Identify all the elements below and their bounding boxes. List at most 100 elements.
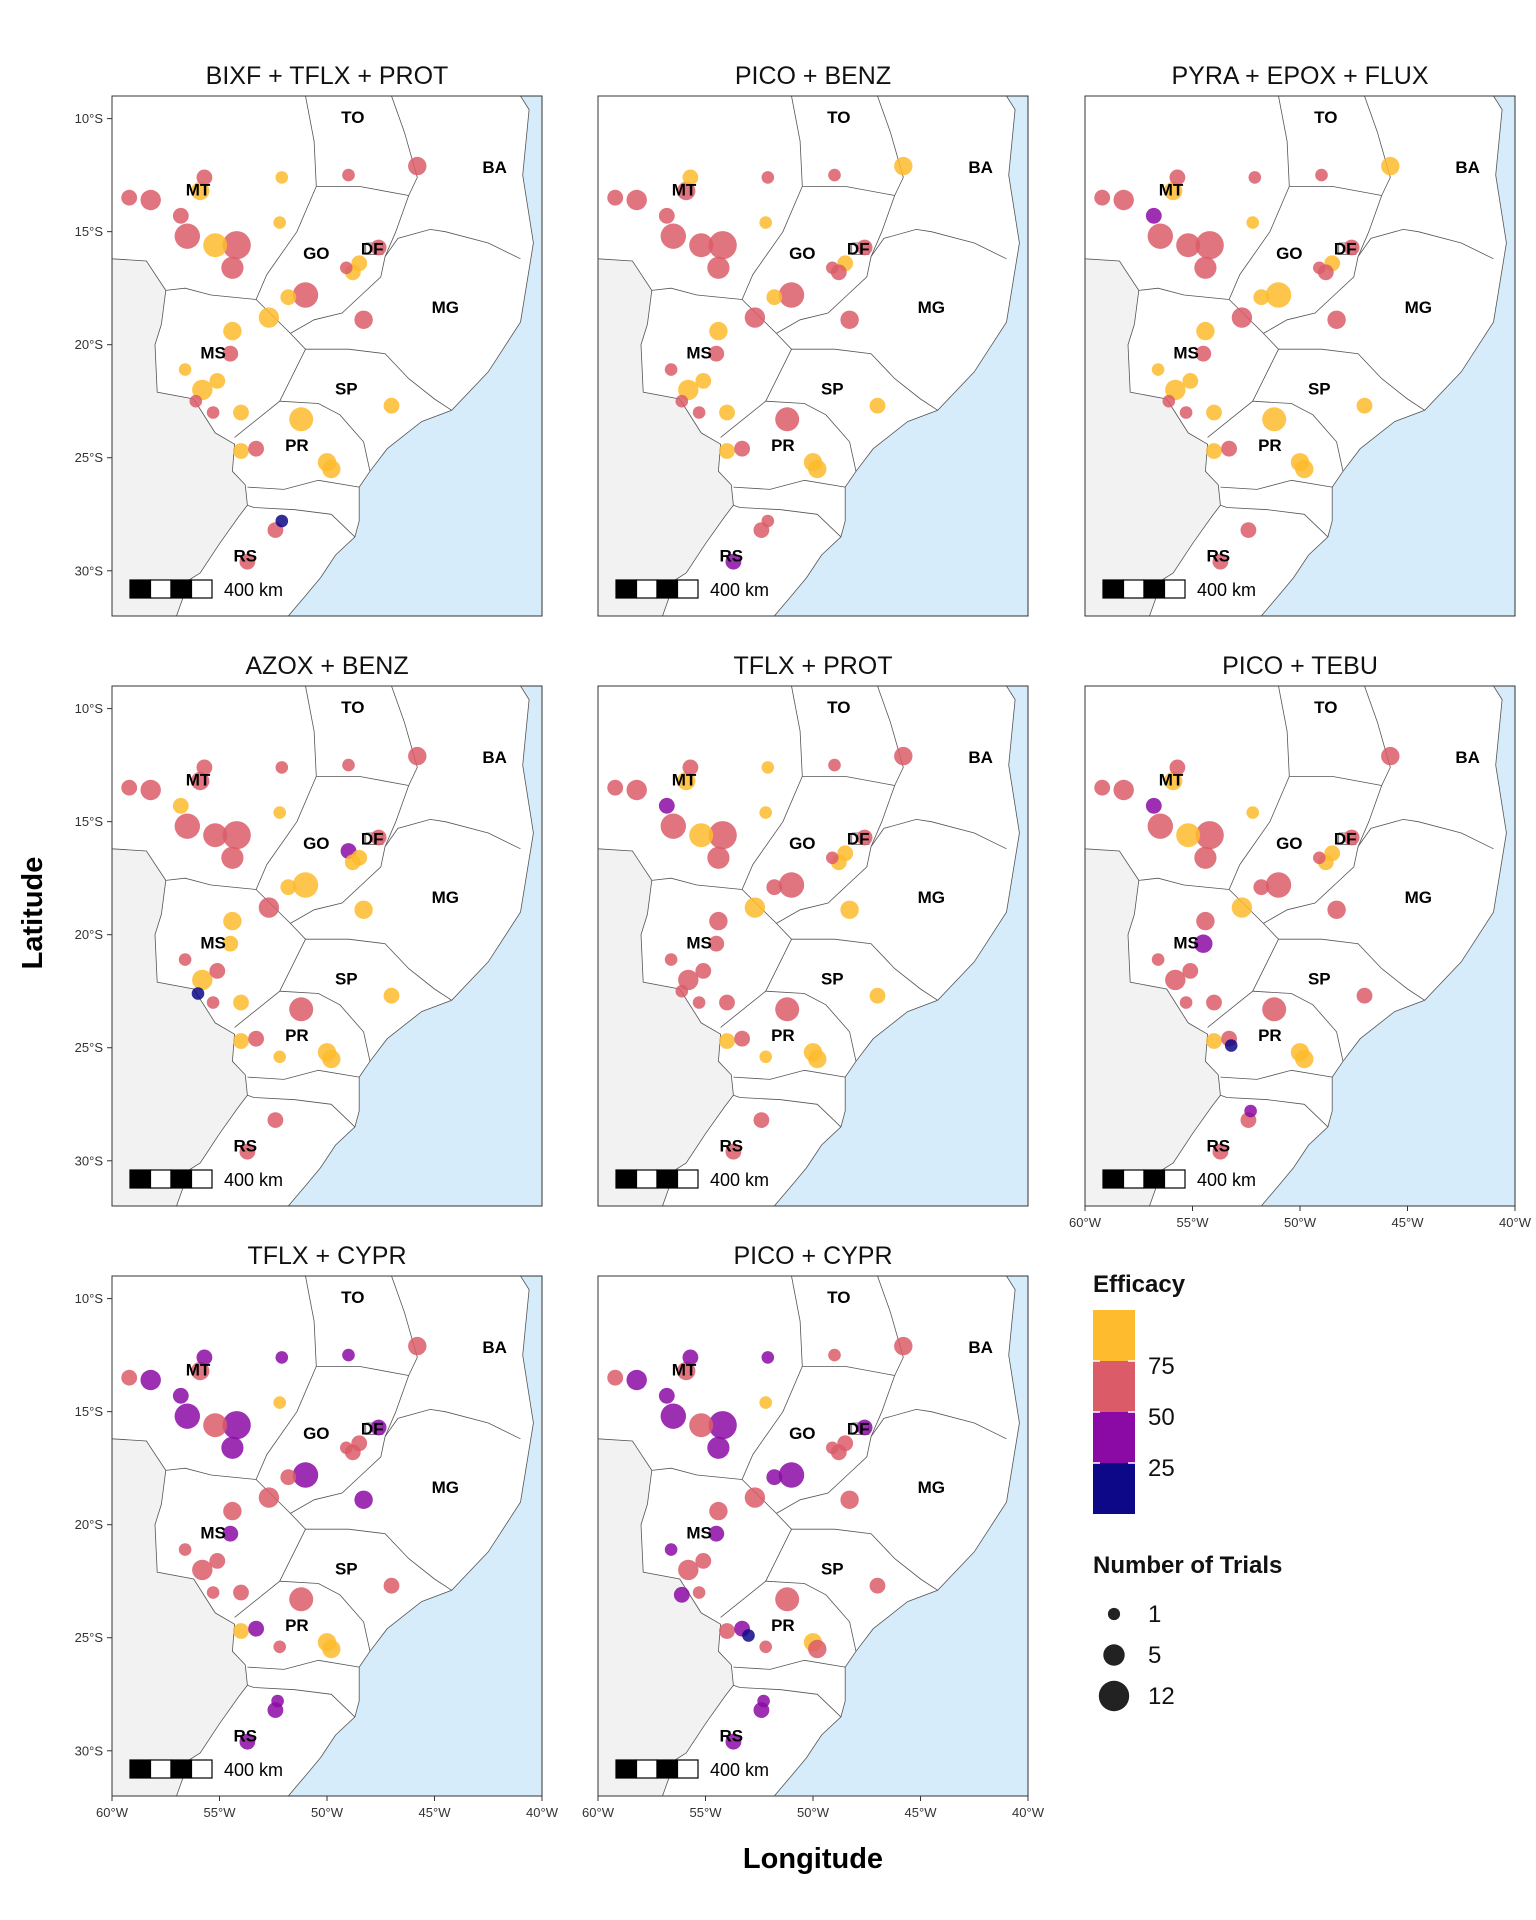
state-label: DF <box>847 829 870 848</box>
trial-point <box>626 189 647 211</box>
trial-point <box>222 1411 251 1440</box>
trial-point <box>826 851 839 865</box>
state-border <box>247 504 356 538</box>
trial-point <box>707 256 730 279</box>
trial-point <box>1162 394 1176 408</box>
x-tick-label: 45°W <box>1392 1215 1425 1230</box>
state-border <box>765 990 857 1062</box>
trial-point <box>766 879 783 896</box>
state-border <box>877 96 904 196</box>
x-tick-label: 55°W <box>690 1805 723 1820</box>
trial-point <box>121 189 138 206</box>
x-tick-label: 55°W <box>204 1805 237 1820</box>
trial-point <box>1295 1049 1314 1069</box>
trial-point <box>734 1030 750 1047</box>
state-label: DF <box>1334 829 1357 848</box>
trial-point <box>840 1490 859 1509</box>
state-border <box>1252 400 1344 472</box>
trial-point <box>856 1419 873 1436</box>
trial-point <box>1169 759 1186 776</box>
map-panel: PYRA + EPOX + FLUX TO BA MT GO DF MG MS SP PR RS 4… <box>1084 62 1516 617</box>
trial-point <box>744 1487 766 1508</box>
state-label: MT <box>186 771 211 790</box>
x-tick-label: 60°W <box>582 1805 615 1820</box>
trial-point <box>258 1487 280 1508</box>
panel-frame <box>111 95 543 617</box>
state-label: DF <box>847 239 870 258</box>
trial-point <box>221 846 244 869</box>
trial-point <box>719 404 735 421</box>
state-border <box>733 1684 842 1718</box>
ocean <box>774 96 1028 616</box>
trial-point <box>677 771 696 791</box>
trial-point <box>271 1694 284 1708</box>
state-label: MS <box>1173 343 1199 362</box>
trial-point <box>192 1559 213 1581</box>
state-label: SP <box>821 969 844 988</box>
trial-point <box>239 553 256 570</box>
trial-point <box>280 289 297 306</box>
state-label: MG <box>918 1478 945 1497</box>
y-tick-label: 25°S <box>75 450 104 465</box>
trial-point <box>1313 261 1326 275</box>
trial-point <box>222 345 239 362</box>
trial-point <box>759 1640 772 1654</box>
trial-point <box>273 1050 286 1064</box>
state-border <box>776 846 872 924</box>
colorbar-segment <box>1093 1412 1135 1463</box>
trial-point <box>196 1349 213 1366</box>
trial-point <box>1113 189 1134 211</box>
trial-point <box>664 363 678 376</box>
state-label: BA <box>1455 748 1480 767</box>
trial-point <box>342 758 355 772</box>
trial-point <box>354 900 373 919</box>
trial-point <box>734 440 750 457</box>
trial-point <box>1196 321 1215 341</box>
trial-point <box>275 171 289 184</box>
trial-point <box>209 1553 226 1569</box>
trial-point <box>708 821 737 850</box>
trial-point <box>203 1413 228 1438</box>
trial-point <box>1094 779 1111 796</box>
trials-size-swatch <box>1103 1644 1125 1666</box>
state-label: MG <box>1405 888 1432 907</box>
state-border <box>391 96 418 196</box>
trial-point <box>1313 851 1326 865</box>
state-border <box>279 990 371 1062</box>
trial-point <box>1356 987 1373 1004</box>
state-border <box>1220 479 1333 490</box>
state-label: MT <box>1159 181 1184 200</box>
trial-point <box>1195 231 1224 260</box>
state-border <box>870 228 1007 260</box>
state-label: BA <box>482 1338 507 1357</box>
trial-point <box>1315 168 1328 182</box>
map-panel: TFLX + CYPR TO BA MT GO DF MG MS SP PR RS 400 km 10… <box>75 1242 559 1820</box>
trials-legend-title: Number of Trials <box>1093 1552 1282 1579</box>
trial-point <box>675 984 689 998</box>
trial-point <box>753 1112 770 1128</box>
trial-point <box>607 1369 624 1386</box>
state-label: RS <box>1206 547 1230 566</box>
state-border <box>791 348 938 411</box>
trial-point <box>894 1336 913 1356</box>
trial-point <box>761 761 775 774</box>
state-label: MT <box>672 181 697 200</box>
trial-point <box>292 282 319 308</box>
state-label: BA <box>968 158 993 177</box>
state-border <box>1220 504 1329 538</box>
colorbar-segment <box>1093 1361 1135 1412</box>
map-panel: BIXF + TFLX + PROT TO BA MT GO DF MG MS SP PR RS 4… <box>75 62 543 617</box>
state-border <box>733 1069 846 1080</box>
trial-point <box>719 1033 735 1049</box>
state-border <box>651 287 743 300</box>
trial-point <box>673 1586 690 1603</box>
state-border <box>870 1375 896 1437</box>
state-label: SP <box>335 969 358 988</box>
trial-point <box>826 261 839 275</box>
trial-point <box>692 996 706 1009</box>
scale-bar-label: 400 km <box>710 580 769 600</box>
y-tick-label: 20°S <box>75 1517 104 1532</box>
trial-point <box>192 969 213 991</box>
state-border <box>765 1580 857 1652</box>
